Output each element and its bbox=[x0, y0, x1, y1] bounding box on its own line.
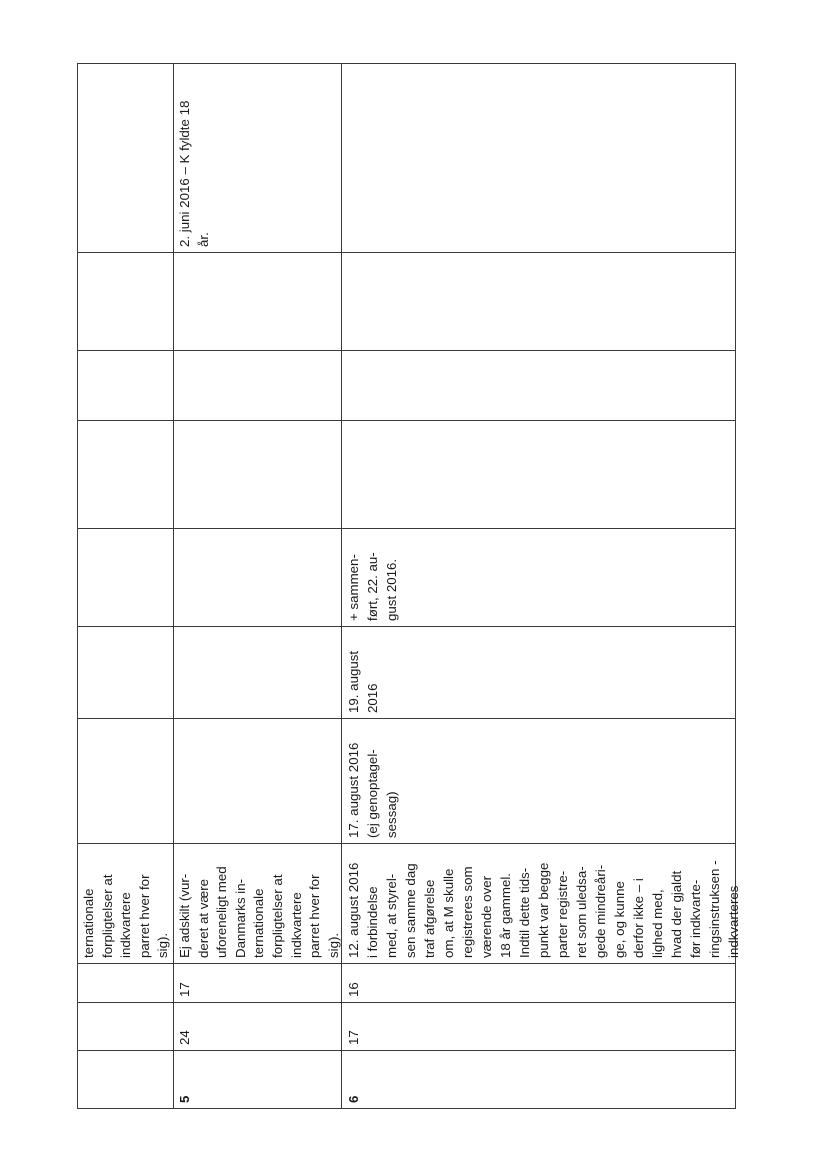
cell-text-line: indkvartere bbox=[118, 892, 134, 958]
table-cell bbox=[76, 62, 174, 253]
cell-text-line: gust 2016. bbox=[384, 558, 399, 621]
cell-text-line: (ej genoptagel- bbox=[365, 749, 380, 838]
table-cell bbox=[76, 1001, 174, 1051]
cell-text-line: ternationale bbox=[81, 888, 96, 959]
cell-text-line: ringsinstruksen - bbox=[707, 860, 722, 958]
cell-text-line: ret som uledsa- bbox=[574, 866, 589, 958]
cell-text-line: Ej adskilt (vur- bbox=[177, 873, 192, 958]
cell-text-line: 16 bbox=[346, 982, 361, 997]
table-cell bbox=[172, 717, 342, 844]
cell-text: 17. august 2016 (ej genoptagel-sessag) bbox=[341, 718, 735, 843]
table-cell bbox=[340, 419, 736, 529]
cell-text-line: indkvartere bbox=[288, 892, 304, 958]
table-cell bbox=[76, 962, 174, 1003]
cell-text-line: 17 bbox=[346, 1030, 361, 1045]
cell-text-line: parter registre- bbox=[555, 870, 570, 958]
cell-text-line: + sammen- bbox=[346, 554, 361, 621]
cell-text-line: ge, og kunne bbox=[612, 881, 627, 958]
cell-text-line: 6 bbox=[346, 1095, 361, 1103]
cell-text-line: forpligtelser at bbox=[99, 874, 115, 958]
cell-text-line: år. bbox=[195, 232, 211, 247]
cell-text-line: 19. august bbox=[346, 650, 361, 713]
cell-text-line: ført, 22. au- bbox=[365, 552, 380, 621]
cell-text-line: lighed med, bbox=[650, 889, 665, 958]
cell-text-line: uforeneligt med bbox=[214, 866, 230, 958]
cell-text: 16 bbox=[341, 963, 735, 1002]
cell-text-line: 18 år gammel. bbox=[498, 873, 513, 958]
table-cell bbox=[76, 527, 174, 627]
cell-text-line: 17 bbox=[177, 982, 192, 997]
table-cell bbox=[172, 349, 342, 421]
table-cell bbox=[172, 251, 342, 351]
table-cell bbox=[76, 1049, 174, 1109]
cell-text: 24 bbox=[173, 1002, 341, 1050]
cell-text-line: sessag) bbox=[384, 791, 399, 838]
cell-text-line: 5 bbox=[177, 1095, 192, 1103]
cell-text-line: værende over bbox=[479, 875, 494, 958]
cell-text: 17 bbox=[173, 963, 341, 1002]
table-cell bbox=[76, 625, 174, 719]
cell-text: 6 bbox=[341, 1050, 735, 1108]
table-cell bbox=[76, 419, 174, 529]
table-cell bbox=[172, 625, 342, 719]
table-cell bbox=[340, 349, 736, 421]
cell-text-line: gede mindreåri- bbox=[593, 864, 608, 958]
table-cell bbox=[76, 349, 174, 421]
cell-text-line: registreres som bbox=[460, 866, 475, 958]
cell-text-line: sig). bbox=[155, 932, 171, 958]
cell-text-line: deret at være bbox=[195, 878, 211, 958]
cell-text-line: i forbindelse bbox=[365, 886, 380, 958]
cell-text-line: før indkvarte- bbox=[688, 879, 703, 958]
cell-text-line: parret hver for bbox=[136, 874, 152, 958]
cell-text-line: 2. juni 2016 – K fyldte 18 bbox=[177, 100, 192, 247]
table-cell bbox=[76, 717, 174, 844]
table-cell bbox=[340, 62, 736, 253]
cell-text-line: hvad der gjaldt bbox=[669, 870, 684, 958]
cell-text-line: derfor ikke – i bbox=[631, 878, 646, 958]
cell-text-line: 2016 bbox=[365, 683, 380, 713]
cell-text: 12. august 2016 i forbindelse med, at styr… bbox=[341, 843, 741, 963]
cell-text: Ej adskilt (vur-deret at være uforeneligt… bbox=[173, 843, 341, 963]
cell-text: 2. juni 2016 – K fyldte 18 år. bbox=[173, 63, 341, 252]
cell-text-line: Danmarks in- bbox=[232, 878, 248, 958]
cell-text: 5 bbox=[173, 1050, 341, 1108]
cell-text-line: indkvarteres bbox=[726, 885, 741, 958]
table-cell bbox=[172, 419, 342, 529]
cell-text: + sammen-ført, 22. au-gust 2016. bbox=[341, 528, 735, 626]
cell-text: 19. august 2016 bbox=[341, 626, 735, 718]
cell-text-line: 24 bbox=[177, 1030, 192, 1045]
cell-text: ternationale forpligtelser at indkvartere p… bbox=[77, 843, 173, 963]
cell-text-line: 17. august 2016 bbox=[346, 742, 361, 838]
cell-text-line: parret hver for bbox=[307, 874, 323, 958]
cell-text-line: sen samme dag bbox=[403, 863, 418, 958]
table-cell bbox=[340, 251, 736, 351]
cell-text-line: Indtil dette tids- bbox=[517, 867, 532, 958]
cell-text-line: forpligtelser at bbox=[269, 874, 285, 958]
cell-text-line: om, at M skulle bbox=[441, 868, 456, 958]
cell-text-line: punkt var begge bbox=[536, 862, 551, 958]
cell-text-line: med, at styrel- bbox=[384, 873, 399, 958]
cell-text-line: traf afgørelse bbox=[422, 879, 437, 958]
cell-text: 17 bbox=[341, 1002, 735, 1050]
table-cell bbox=[172, 527, 342, 627]
cell-text-line: ternationale bbox=[251, 888, 267, 959]
table-cell bbox=[76, 251, 174, 351]
cell-text-line: 12. august 2016 bbox=[346, 862, 361, 958]
